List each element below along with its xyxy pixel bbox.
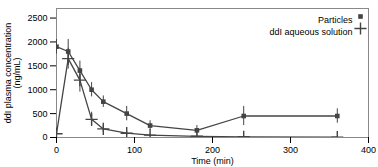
svg-text:ddI aqueous solution: ddI aqueous solution: [269, 27, 352, 37]
svg-text:1500: 1500: [27, 61, 47, 71]
svg-text:2000: 2000: [27, 37, 47, 47]
svg-text:300: 300: [283, 145, 298, 155]
svg-text:Particles: Particles: [318, 15, 353, 25]
svg-text:0: 0: [42, 132, 47, 142]
svg-text:ddI plasma concentration(ng/mL: ddI plasma concentration(ng/mL): [3, 23, 22, 124]
svg-text:500: 500: [32, 108, 47, 118]
svg-text:2500: 2500: [27, 13, 47, 23]
svg-text:0: 0: [54, 145, 59, 155]
svg-text:200: 200: [205, 145, 220, 155]
svg-text:1000: 1000: [27, 85, 47, 95]
svg-text:Time (min): Time (min): [191, 156, 234, 166]
svg-text:100: 100: [127, 145, 142, 155]
svg-text:400: 400: [361, 145, 376, 155]
